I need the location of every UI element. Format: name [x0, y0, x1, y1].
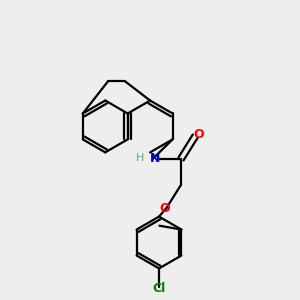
- Text: O: O: [159, 202, 170, 215]
- Text: Cl: Cl: [152, 282, 166, 296]
- Text: H: H: [136, 153, 145, 163]
- Text: N: N: [150, 152, 160, 165]
- Text: O: O: [194, 128, 204, 141]
